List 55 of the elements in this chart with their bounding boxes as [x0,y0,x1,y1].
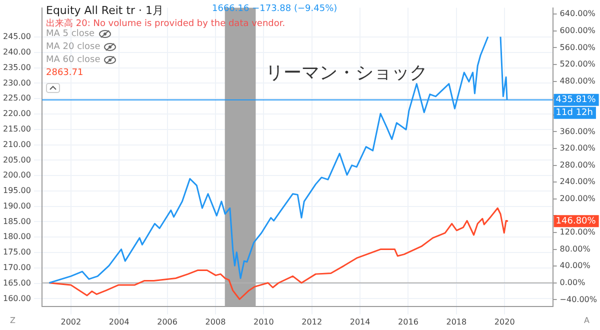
y2-tick-label: 240.00% [560,177,596,186]
y-tick-label: 240.00 [2,48,31,57]
annotation: MA 60 close [46,55,100,65]
y-tick-label: 210.00 [2,140,31,149]
annotation: 出来高 20: No volume is provided by the data vendor. [46,18,286,29]
y2-tick-label: 0.00% [560,278,586,287]
y-tick-label: 180.00 [2,232,31,242]
y-tick-label: 220.00 [2,109,31,118]
y2-tick-label: 320.00% [560,144,596,153]
y-tick-label: 200.00 [2,170,31,180]
y2-tick-label: 280.00% [560,160,596,170]
annotation: 2863.71 [46,68,84,78]
x-tick-label: 2010 [253,317,274,326]
y-tick-label: 205.00 [2,155,31,164]
annotation: MA 5 close [46,29,95,39]
y-tick-label: 215.00 [2,124,31,134]
x-tick-label: 2006 [157,317,178,326]
y-tick-label: 175.00 [2,248,31,257]
band-label: リーマン・ショック [266,62,428,84]
y-tick-label: 245.00 [2,32,31,42]
y-tick-label: 165.00 [2,278,31,288]
x-tick-label: 2002 [60,317,82,326]
y2-tick-label: 640.00% [560,9,596,18]
x-tick-label: 2008 [205,317,226,326]
y2-tick-label: 40.00% [560,261,591,270]
y2-tick-label: 480.00% [560,76,596,86]
y-tick-label: 190.00 [2,201,31,210]
ref-line-label: 435.81% [556,95,596,106]
y-tick-label: 195.00 [2,186,31,196]
y2-tick-label: 200.00% [560,194,596,203]
y-tick-label: 170.00 [2,263,31,272]
chart-title: Equity All Reit tr · 1月 [46,3,164,18]
x-tick-label: 2014 [350,317,370,326]
y-tick-label: 225.00 [2,94,31,103]
y-tick-label: 230.00 [2,78,31,88]
y2-tick-label: 600.00% [560,26,596,35]
x-tick-label: 2004 [108,317,130,326]
x-tick-label: 2018 [446,317,467,326]
text: 11d 12h [556,108,593,118]
y2-tick-label: 120.00% [560,228,596,237]
text: Z [10,316,16,325]
y2-tick-label: 80.00% [560,244,591,254]
y-tick-label: 160.00 [2,294,31,303]
y-tick-label: 185.00 [2,216,31,226]
y2-tick-label: 520.00% [560,60,596,69]
y-tick-label: 235.00 [2,62,31,72]
y2-tick-label: −40.00% [560,294,598,304]
text: A [584,316,590,325]
y2-tick-label: 560.00% [560,42,596,52]
x-tick-label: 2012 [302,317,322,326]
x-tick-label: 2020 [494,317,515,326]
y2-tick-label: 360.00% [560,126,596,136]
annotation: MA 20 close [46,42,100,52]
x-tick-label: 2016 [398,317,418,326]
text: 146.80% [556,216,596,226]
